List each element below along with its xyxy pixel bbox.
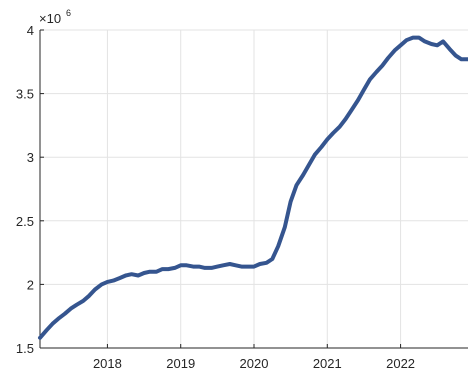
y-tick-label: 2 — [27, 277, 34, 292]
x-tick-label: 2019 — [166, 356, 195, 371]
y-tick-label: 2.5 — [16, 214, 34, 229]
x-tick-label: 2021 — [313, 356, 342, 371]
y-exponent-label: ×10 — [39, 11, 61, 26]
y-tick-label: 3 — [27, 150, 34, 165]
grid — [40, 29, 468, 349]
axes — [39, 29, 468, 349]
tick-labels: 2018 2019 2020 2021 2022 1.5 2 2.5 3 3.5 4 — [16, 23, 415, 371]
series-layer — [38, 35, 468, 340]
series-line — [38, 35, 468, 340]
y-tick-label: 4 — [27, 23, 34, 38]
x-tick-label: 2022 — [386, 356, 415, 371]
y-tick-label: 3.5 — [16, 87, 34, 102]
x-tick-label: 2020 — [240, 356, 269, 371]
y-tick-label: 1.5 — [16, 341, 34, 356]
y-exponent-power: 6 — [66, 8, 71, 18]
x-tick-label: 2018 — [93, 356, 122, 371]
